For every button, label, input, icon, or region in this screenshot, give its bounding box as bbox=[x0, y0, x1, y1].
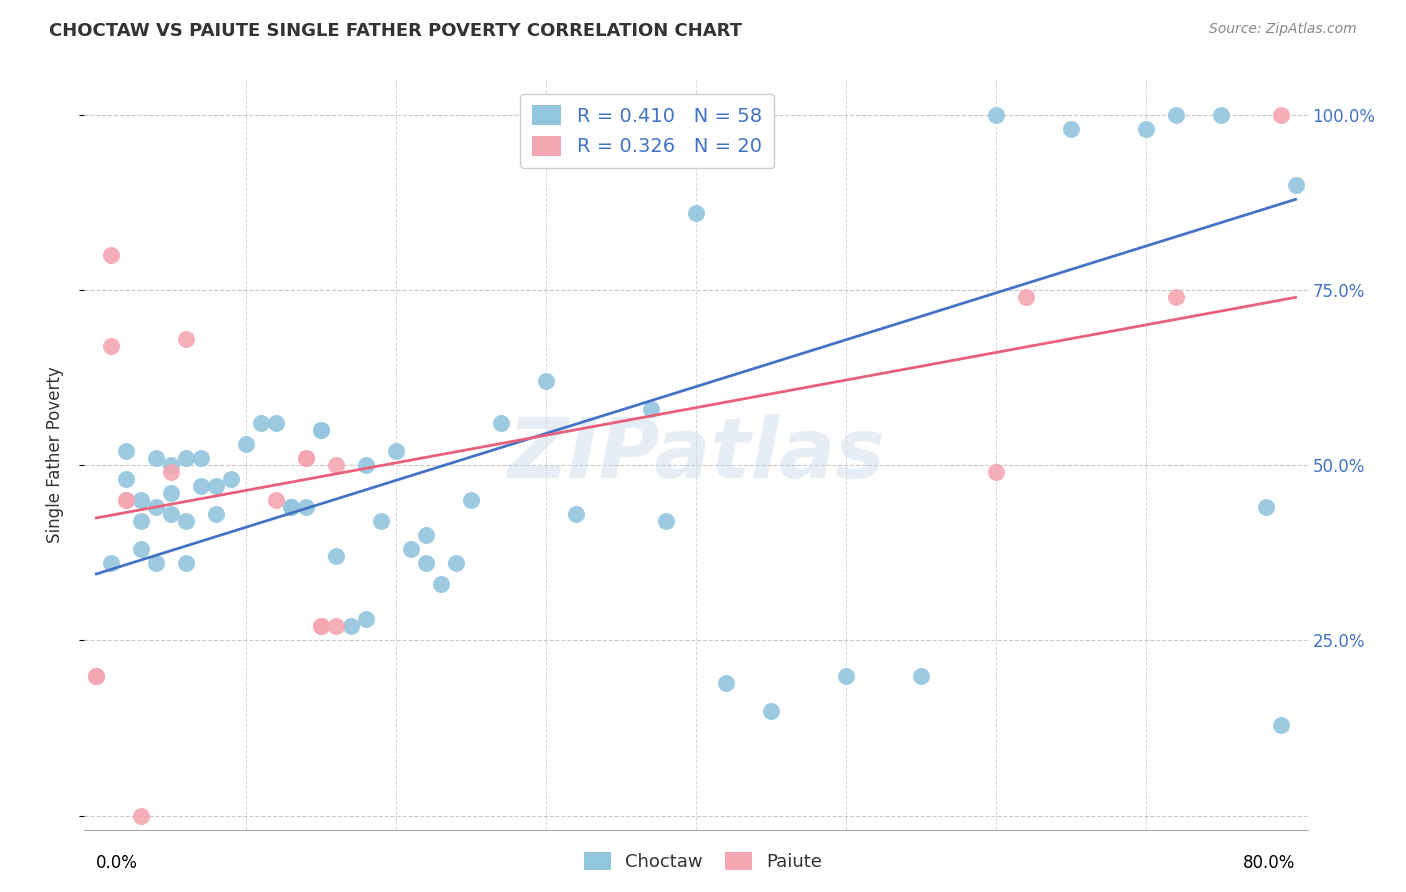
Point bbox=[340, 619, 363, 633]
Text: CHOCTAW VS PAIUTE SINGLE FATHER POVERTY CORRELATION CHART: CHOCTAW VS PAIUTE SINGLE FATHER POVERTY … bbox=[49, 22, 742, 40]
Point bbox=[145, 500, 167, 515]
Point bbox=[295, 451, 318, 466]
Point bbox=[835, 668, 858, 682]
Point bbox=[115, 444, 138, 458]
Point bbox=[280, 500, 302, 515]
Point bbox=[1209, 108, 1232, 122]
Text: ZIPatlas: ZIPatlas bbox=[508, 415, 884, 495]
Point bbox=[174, 515, 197, 529]
Point bbox=[100, 557, 122, 571]
Point bbox=[1284, 178, 1306, 193]
Point bbox=[415, 557, 437, 571]
Point bbox=[264, 493, 287, 508]
Point bbox=[160, 466, 183, 480]
Point bbox=[1254, 500, 1277, 515]
Point bbox=[115, 493, 138, 508]
Point bbox=[86, 668, 108, 682]
Point bbox=[86, 668, 108, 682]
Point bbox=[489, 417, 512, 431]
Point bbox=[430, 577, 453, 591]
Point bbox=[1060, 122, 1083, 136]
Point bbox=[444, 557, 467, 571]
Point bbox=[415, 528, 437, 542]
Point bbox=[190, 451, 212, 466]
Point bbox=[100, 248, 122, 262]
Point bbox=[264, 417, 287, 431]
Point bbox=[309, 424, 332, 438]
Point bbox=[131, 542, 153, 557]
Point bbox=[205, 479, 228, 493]
Point bbox=[325, 549, 347, 564]
Point bbox=[565, 508, 588, 522]
Point bbox=[160, 458, 183, 473]
Point bbox=[984, 466, 1007, 480]
Point bbox=[1164, 290, 1187, 304]
Point bbox=[354, 612, 377, 626]
Point bbox=[160, 486, 183, 500]
Point bbox=[205, 508, 228, 522]
Point bbox=[910, 668, 932, 682]
Point bbox=[235, 437, 257, 451]
Point bbox=[1135, 122, 1157, 136]
Point bbox=[295, 451, 318, 466]
Point bbox=[174, 557, 197, 571]
Point bbox=[250, 417, 273, 431]
Point bbox=[145, 451, 167, 466]
Point bbox=[174, 332, 197, 346]
Point bbox=[190, 479, 212, 493]
Point bbox=[325, 458, 347, 473]
Point bbox=[385, 444, 408, 458]
Point bbox=[354, 458, 377, 473]
Legend: Choctaw, Paiute: Choctaw, Paiute bbox=[576, 845, 830, 879]
Point bbox=[640, 402, 662, 417]
Point bbox=[1164, 108, 1187, 122]
Point bbox=[131, 808, 153, 822]
Text: Source: ZipAtlas.com: Source: ZipAtlas.com bbox=[1209, 22, 1357, 37]
Point bbox=[160, 508, 183, 522]
Point bbox=[460, 493, 482, 508]
Point bbox=[309, 619, 332, 633]
Point bbox=[131, 493, 153, 508]
Text: 0.0%: 0.0% bbox=[97, 854, 138, 872]
Point bbox=[399, 542, 422, 557]
Y-axis label: Single Father Poverty: Single Father Poverty bbox=[45, 367, 63, 543]
Point bbox=[685, 206, 707, 220]
Point bbox=[714, 675, 737, 690]
Point bbox=[280, 500, 302, 515]
Point bbox=[325, 619, 347, 633]
Point bbox=[145, 557, 167, 571]
Point bbox=[1270, 717, 1292, 731]
Point bbox=[115, 493, 138, 508]
Point bbox=[131, 515, 153, 529]
Point bbox=[174, 451, 197, 466]
Point bbox=[309, 424, 332, 438]
Point bbox=[295, 500, 318, 515]
Point bbox=[984, 108, 1007, 122]
Legend: R = 0.410   N = 58, R = 0.326   N = 20: R = 0.410 N = 58, R = 0.326 N = 20 bbox=[520, 94, 773, 168]
Point bbox=[759, 704, 782, 718]
Point bbox=[370, 515, 392, 529]
Point bbox=[1270, 108, 1292, 122]
Point bbox=[100, 339, 122, 353]
Point bbox=[534, 375, 557, 389]
Point bbox=[309, 619, 332, 633]
Point bbox=[655, 515, 678, 529]
Point bbox=[219, 472, 242, 486]
Text: 80.0%: 80.0% bbox=[1243, 854, 1295, 872]
Point bbox=[115, 472, 138, 486]
Point bbox=[1015, 290, 1038, 304]
